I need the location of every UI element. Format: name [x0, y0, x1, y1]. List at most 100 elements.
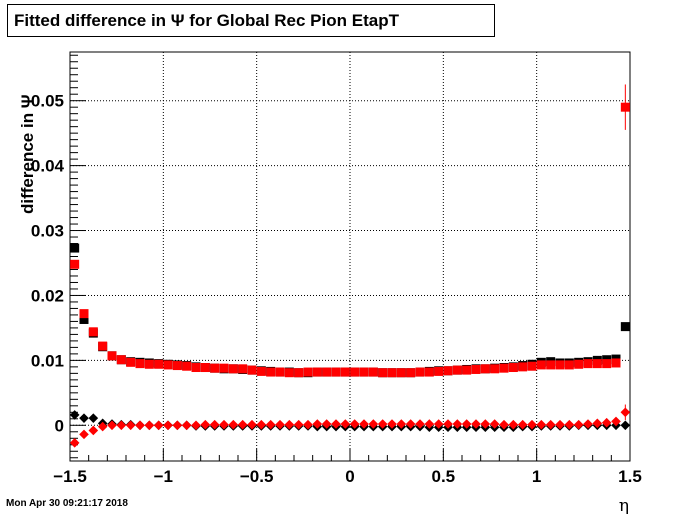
x-tick-label: 1: [532, 467, 541, 486]
data-point: [312, 367, 322, 377]
data-point: [163, 420, 173, 431]
data-point: [461, 419, 472, 429]
x-axis-title: η: [619, 496, 629, 514]
data-point: [377, 419, 388, 429]
data-point: [172, 420, 183, 431]
data-point: [601, 417, 612, 428]
data-point: [294, 368, 304, 378]
chart-title: Fitted difference in Ψ for Global Rec Pi…: [7, 4, 495, 37]
data-point: [331, 367, 341, 377]
data-point: [396, 419, 407, 429]
data-point: [620, 420, 631, 431]
data-point: [527, 419, 537, 430]
data-point: [107, 351, 117, 361]
data-point: [433, 419, 444, 429]
data-point: [443, 366, 453, 376]
data-point: [238, 364, 248, 374]
data-point: [79, 309, 89, 319]
data-point: [499, 419, 509, 430]
y-axis-title: difference in Ψ: [18, 94, 37, 214]
x-tick-label: −1: [154, 467, 173, 486]
data-point: [181, 420, 192, 431]
data-point: [368, 419, 379, 429]
data-point: [237, 419, 248, 430]
data-point: [555, 360, 565, 370]
data-point: [172, 361, 182, 371]
data-point: [256, 419, 267, 430]
data-point: [98, 341, 108, 351]
y-tick-label: 0.03: [31, 222, 64, 241]
data-point: [415, 367, 425, 377]
data-point: [583, 359, 593, 369]
data-point: [378, 368, 388, 378]
data-point: [247, 365, 257, 375]
data-point: [546, 360, 556, 370]
data-point: [228, 419, 239, 430]
data-point: [266, 367, 276, 377]
data-point: [70, 243, 80, 253]
data-point: [144, 359, 154, 369]
data-point: [256, 366, 266, 376]
data-point: [303, 367, 313, 377]
data-point: [471, 419, 481, 429]
data-point: [368, 367, 378, 377]
data-point: [107, 420, 117, 431]
data-point: [489, 419, 500, 429]
data-point: [331, 419, 341, 429]
data-point: [322, 367, 332, 377]
timestamp: Mon Apr 30 09:21:17 2018: [6, 498, 128, 509]
data-point: [135, 420, 145, 431]
data-point: [480, 419, 491, 429]
data-point: [452, 365, 462, 375]
data-point: [424, 367, 434, 377]
data-point: [284, 419, 295, 430]
x-tick-label: 0.5: [432, 467, 456, 486]
data-point: [406, 368, 416, 378]
data-point: [191, 420, 201, 431]
data-point: [564, 419, 575, 430]
data-point: [69, 438, 80, 448]
data-point: [620, 407, 631, 418]
data-point: [97, 421, 108, 432]
data-point: [592, 418, 603, 429]
y-tick-label: 0.05: [31, 92, 64, 111]
data-point: [387, 368, 397, 378]
x-tick-label: 1.5: [618, 467, 642, 486]
data-point: [153, 420, 164, 431]
data-point: [405, 419, 416, 429]
data-point: [396, 368, 406, 378]
data-point: [126, 357, 136, 367]
data-point: [620, 322, 630, 332]
data-point: [228, 364, 238, 374]
data-point: [163, 360, 173, 370]
data-point: [116, 420, 127, 431]
data-point: [536, 419, 547, 430]
grid: [70, 52, 630, 461]
data-point: [209, 419, 220, 430]
x-tick-label: 0: [345, 467, 354, 486]
data-point: [350, 367, 360, 377]
data-point: [545, 419, 556, 430]
data-point: [443, 419, 453, 429]
data-point: [284, 368, 294, 378]
data-point: [135, 359, 145, 369]
series-layer: [69, 84, 631, 448]
data-point: [79, 314, 89, 324]
data-point: [79, 413, 89, 423]
data-point: [508, 363, 518, 373]
data-point: [88, 413, 99, 423]
data-point: [452, 419, 463, 429]
data-point: [340, 367, 350, 377]
data-point: [200, 363, 210, 373]
data-point: [275, 419, 285, 430]
data-point: [508, 419, 519, 430]
data-point: [70, 259, 80, 269]
data-point: [517, 419, 528, 430]
data-point: [79, 429, 89, 440]
x-tick-label: −1.5: [53, 467, 87, 486]
data-point: [321, 419, 332, 429]
data-point: [293, 419, 304, 430]
data-point: [574, 359, 584, 369]
data-point: [387, 419, 397, 429]
